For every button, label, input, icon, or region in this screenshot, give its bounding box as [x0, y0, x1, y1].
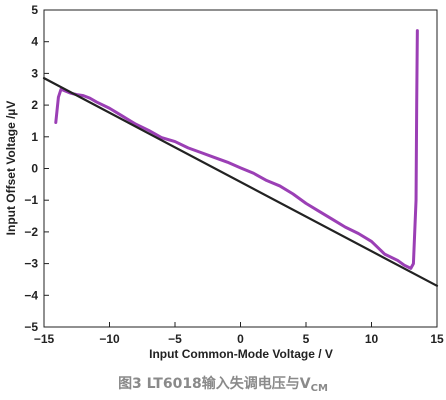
measured-offset-line [54, 29, 419, 270]
y-tick-label: 3 [31, 66, 38, 80]
y-tick-label: 2 [31, 98, 38, 112]
y-tick-label: −5 [24, 320, 38, 334]
x-tick-label: −5 [168, 332, 182, 346]
y-tick-label: −2 [24, 225, 38, 239]
y-tick-label: 4 [31, 35, 38, 49]
plot-area [42, 9, 439, 328]
y-tick-label: 1 [31, 130, 38, 144]
y-tick-label: 0 [31, 162, 38, 176]
figure-caption: 图3 LT6018输入失调电压与VCM [118, 375, 328, 394]
x-axis: −15 −10 −5 0 5 10 15 [34, 322, 444, 346]
x-tick-label: 5 [303, 332, 310, 346]
y-axis-label: Input Offset Voltage /µV [4, 101, 18, 236]
y-tick-label: −4 [24, 288, 38, 302]
x-tick-label: 15 [430, 332, 444, 346]
x-tick-label: 10 [365, 332, 379, 346]
x-tick-label: 0 [237, 332, 244, 346]
x-tick-label: −10 [99, 332, 120, 346]
y-tick-label: 5 [31, 3, 38, 17]
x-tick-label: −15 [34, 332, 55, 346]
x-axis-label: Input Common-Mode Voltage / V [149, 347, 333, 361]
y-tick-label: −3 [24, 257, 38, 271]
series-layer [42, 29, 439, 287]
caption-subscript: CM [311, 383, 328, 394]
reference-trend-line [42, 77, 439, 287]
caption-main: 图3 LT6018输入失调电压与V [118, 375, 311, 392]
y-tick-label: −1 [24, 193, 38, 207]
y-axis: 5 4 3 2 1 0 −1 −2 −3 −4 −5 [24, 3, 49, 334]
